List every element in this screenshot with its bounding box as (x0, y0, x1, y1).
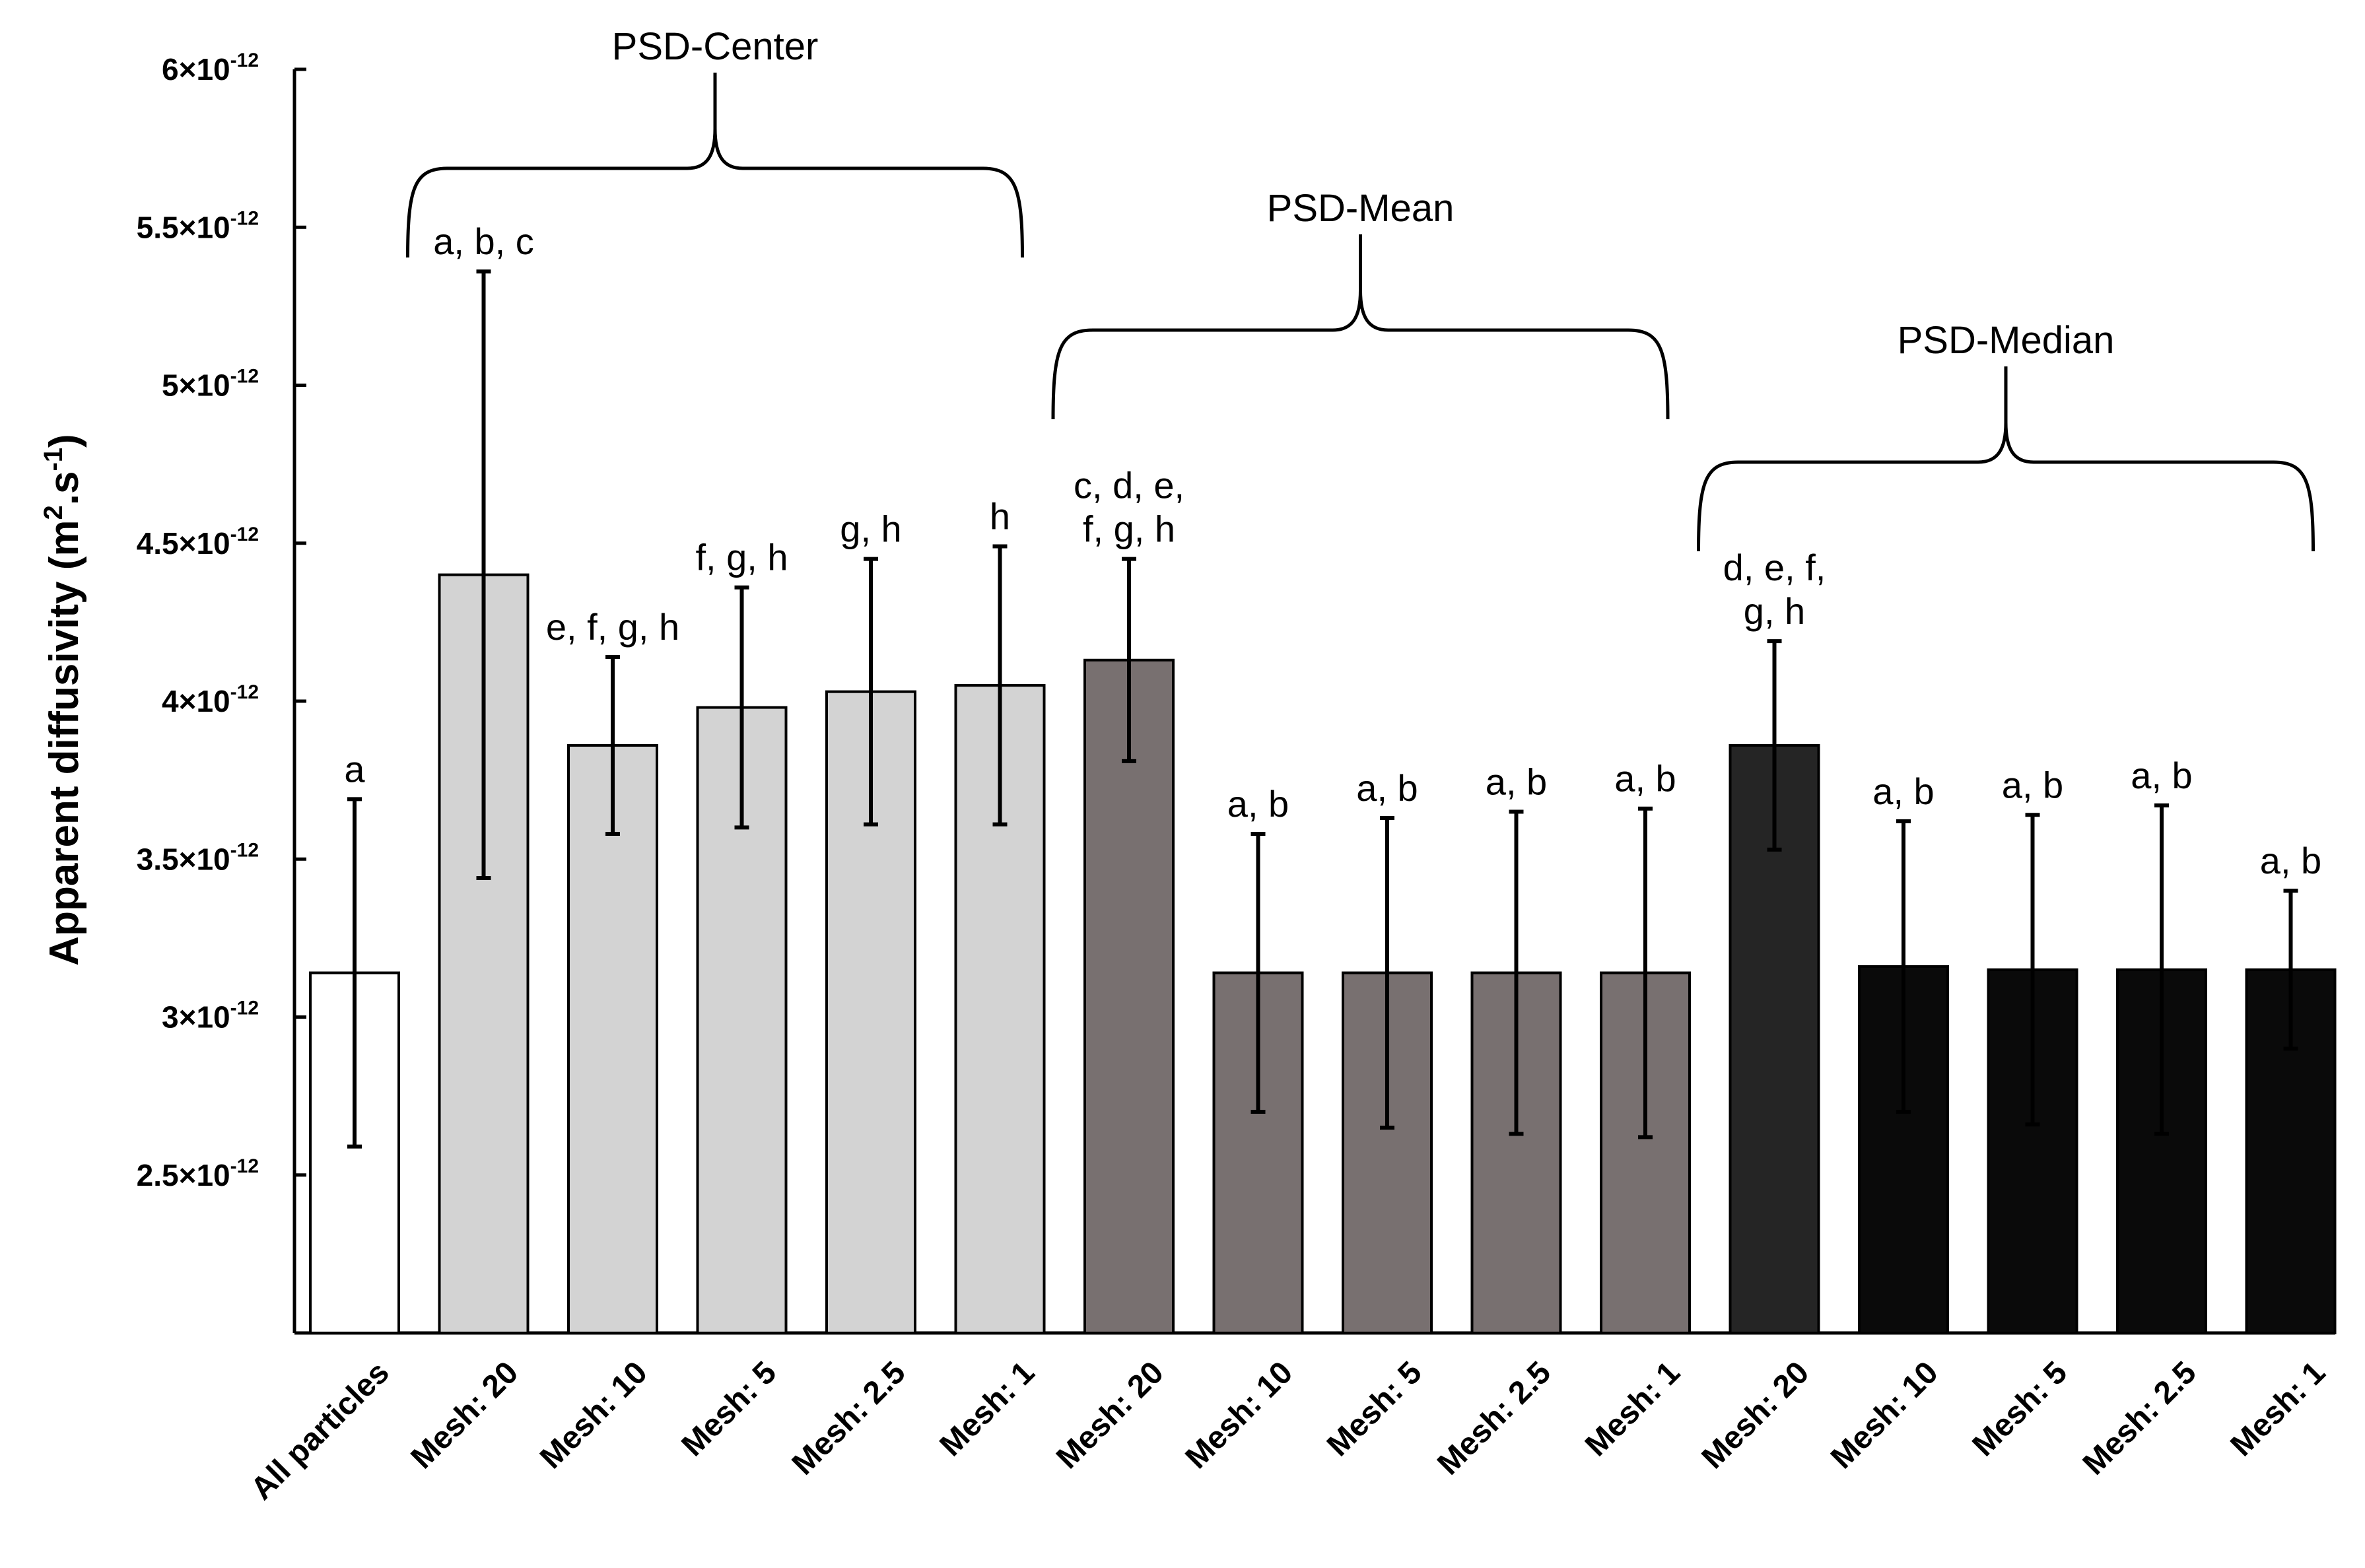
y-tick-exponent: -12 (230, 998, 259, 1019)
y-tick-label: 5.5×10-12 (137, 207, 259, 244)
group-bracket: PSD-Median (1697, 319, 2315, 552)
x-tick-labels: All particles Mesh: 20 Mesh: 10 Mesh: 5 Mesh… (244, 1355, 2332, 1507)
y-axis-label-sup2: -1 (39, 448, 68, 471)
significance-label: g, h (1744, 590, 1805, 632)
error-bar (1896, 819, 1911, 1114)
error-bar (2154, 803, 2169, 1136)
y-tick-exponent: -12 (230, 524, 259, 545)
error-bars (347, 269, 2298, 1149)
significance-label: a, b (2131, 755, 2192, 796)
error-bar (734, 585, 749, 830)
y-tick-base: 3×10 (162, 1000, 230, 1035)
group-bracket-path (1697, 366, 2315, 552)
group-label: PSD-Mean (1267, 187, 1455, 230)
x-tick-label: Mesh: 2.5 (2076, 1355, 2203, 1482)
y-tick-label: 2.5×10-12 (137, 1155, 259, 1192)
y-axis-label-sup1: 2 (39, 505, 68, 520)
x-tick-label: Mesh: 5 (675, 1355, 783, 1463)
bar (1083, 658, 1175, 1334)
group-bracket-path (406, 73, 1024, 258)
y-tick-label: 3.5×10-12 (137, 839, 259, 876)
x-tick-label: Mesh: 1 (2224, 1355, 2332, 1463)
group-bracket-path (1051, 234, 1670, 420)
significance-label: a, b (1227, 783, 1289, 825)
x-tick-label: Mesh: 5 (1966, 1355, 2074, 1463)
error-bar (1122, 557, 1136, 763)
y-tick-exponent: -12 (230, 681, 259, 703)
group-label: PSD-Median (1898, 319, 2115, 362)
y-tick-base: 5.5×10 (137, 210, 230, 244)
group-label: PSD-Center (612, 25, 819, 68)
y-tick-base: 5×10 (162, 368, 230, 403)
bar (1212, 971, 1304, 1334)
x-tick-label: Mesh: 20 (1696, 1355, 1816, 1476)
significance-label: g, h (840, 508, 901, 550)
error-bar (476, 269, 491, 880)
y-tick-exponent: -12 (230, 839, 259, 861)
error-bar (347, 797, 362, 1149)
significance-label: a, b (1872, 770, 1934, 812)
bar (567, 743, 658, 1334)
y-tick-base: 6×10 (162, 52, 230, 86)
group-brackets: PSD-Center PSD-Mean PSD-Median (406, 25, 2315, 552)
significance-label: a, b (1356, 767, 1418, 809)
y-axis-label: Apparent diffusivity (m2.s-1) (39, 434, 87, 965)
y-tick-label: 4×10-12 (162, 681, 259, 718)
y-tick-label: 3×10-12 (162, 998, 259, 1035)
x-tick-label: Mesh: 20 (1050, 1355, 1171, 1476)
error-bar (1251, 831, 1266, 1114)
y-tick-base: 3.5×10 (137, 842, 230, 876)
group-bracket: PSD-Center (406, 25, 1024, 258)
group-bracket: PSD-Mean (1051, 187, 1670, 420)
x-tick-label: Mesh: 5 (1320, 1355, 1429, 1463)
significance-label: a (344, 748, 365, 790)
significance-label: c, d, e, (1074, 465, 1184, 506)
y-tick-label: 4.5×10-12 (137, 524, 259, 561)
significance-label: a, b (1614, 758, 1676, 800)
x-tick-label: Mesh: 20 (405, 1355, 526, 1476)
x-tick-label: All particles (244, 1355, 396, 1507)
error-bar (1509, 809, 1524, 1136)
significance-label: h (990, 496, 1010, 537)
error-bar (1638, 806, 1653, 1140)
y-tick-exponent: -12 (230, 366, 259, 388)
y-axis-label-main: Apparent diffusivity (m (42, 520, 87, 966)
error-bar (605, 655, 620, 836)
y-axis-label-end: ) (42, 434, 87, 448)
error-bar (2283, 889, 2298, 1051)
y-tick-label: 6×10-12 (162, 50, 259, 86)
y-axis-label-mid: .s (42, 471, 87, 506)
error-bar (1380, 816, 1394, 1130)
significance-label: a, b (1486, 761, 1547, 802)
y-tick-label: 5×10-12 (162, 366, 259, 403)
significance-label: d, e, f, (1723, 547, 1826, 588)
x-tick-label: Mesh: 10 (1179, 1355, 1300, 1476)
x-tick-label: Mesh: 2.5 (786, 1355, 912, 1482)
x-tick-label: Mesh: 2.5 (1431, 1355, 1558, 1482)
significance-label: f, g, h (1083, 508, 1175, 550)
significance-label: e, f, g, h (546, 606, 679, 648)
error-bar (992, 544, 1008, 827)
x-tick-label: Mesh: 10 (1824, 1355, 1945, 1476)
significance-label: a, b (2260, 840, 2321, 881)
significance-label: a, b, c (433, 221, 534, 262)
significance-label: f, g, h (695, 537, 788, 578)
error-bar (2025, 813, 2040, 1127)
x-tick-label: Mesh: 1 (1579, 1355, 1687, 1463)
y-tick-base: 2.5×10 (137, 1158, 230, 1192)
y-tick-exponent: -12 (230, 1155, 259, 1177)
y-ticks: 6×10-125.5×10-125×10-124.5×10-124×10-123… (137, 50, 306, 1192)
significance-labels: aa, b, ce, f, g, hf, g, hg, h hc, d, e,f,… (344, 221, 2321, 881)
x-tick-label: Mesh: 1 (933, 1355, 1041, 1463)
significance-label: a, b (2002, 764, 2063, 805)
y-tick-exponent: -12 (230, 50, 259, 71)
error-bar (1767, 639, 1782, 852)
error-bar (864, 557, 878, 827)
y-tick-exponent: -12 (230, 207, 259, 229)
x-tick-label: Mesh: 10 (533, 1355, 654, 1476)
y-tick-base: 4.5×10 (137, 526, 230, 561)
y-tick-base: 4×10 (162, 684, 230, 718)
